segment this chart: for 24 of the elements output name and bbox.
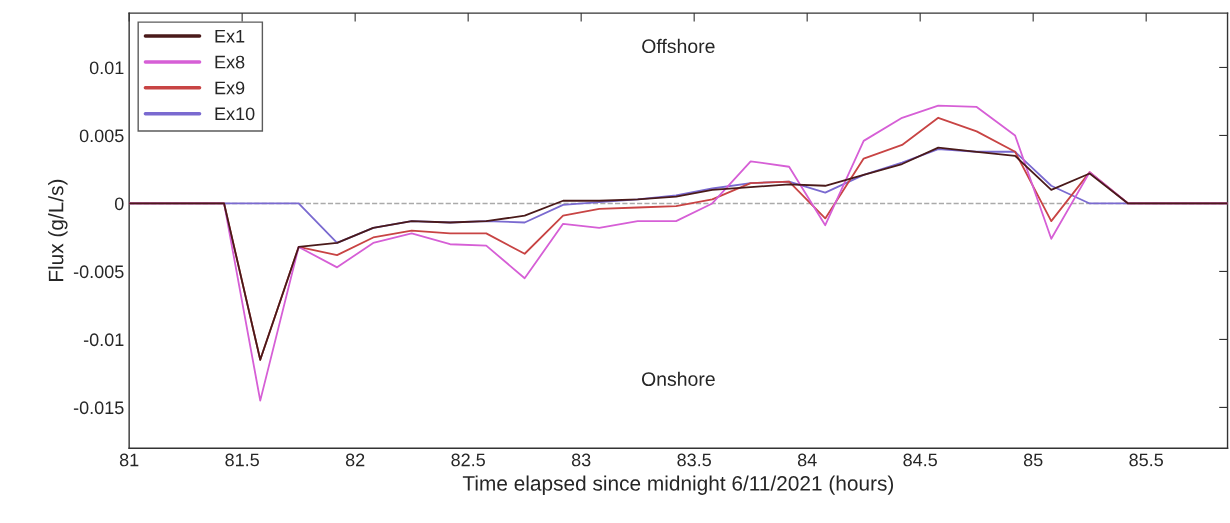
x-tick-label: 84.5: [903, 453, 937, 467]
x-tick-label: 84: [797, 453, 817, 467]
legend-label: Ex9: [215, 81, 245, 95]
y-tick-label: 0.01: [89, 61, 124, 75]
y-tick-label: 0: [114, 197, 124, 211]
x-tick-label: 83: [571, 453, 591, 467]
legend-label: Ex1: [215, 29, 245, 43]
y-tick-label: -0.01: [83, 333, 124, 347]
x-tick-label: 82: [345, 453, 365, 467]
annotation: Offshore: [642, 38, 715, 54]
x-tick-label: 85.5: [1129, 453, 1163, 467]
y-tick-label: -0.005: [73, 265, 124, 279]
legend-label: Ex8: [215, 55, 245, 69]
x-axis-title: Time elapsed since midnight 6/11/2021 (hours): [462, 475, 894, 495]
y-axis-title: Flux (g/L/s): [48, 179, 68, 282]
y-tick-label: -0.015: [73, 401, 124, 415]
annotation: Onshore: [641, 371, 715, 386]
x-tick-label: 82.5: [451, 453, 485, 467]
x-tick-label: 85: [1023, 453, 1043, 467]
x-tick-label: 83.5: [677, 453, 711, 467]
y-tick-label: 0.005: [79, 129, 124, 143]
legend-label: Ex10: [215, 107, 255, 121]
x-tick-label: 81.5: [225, 453, 259, 467]
x-tick-label: 81: [119, 453, 139, 467]
